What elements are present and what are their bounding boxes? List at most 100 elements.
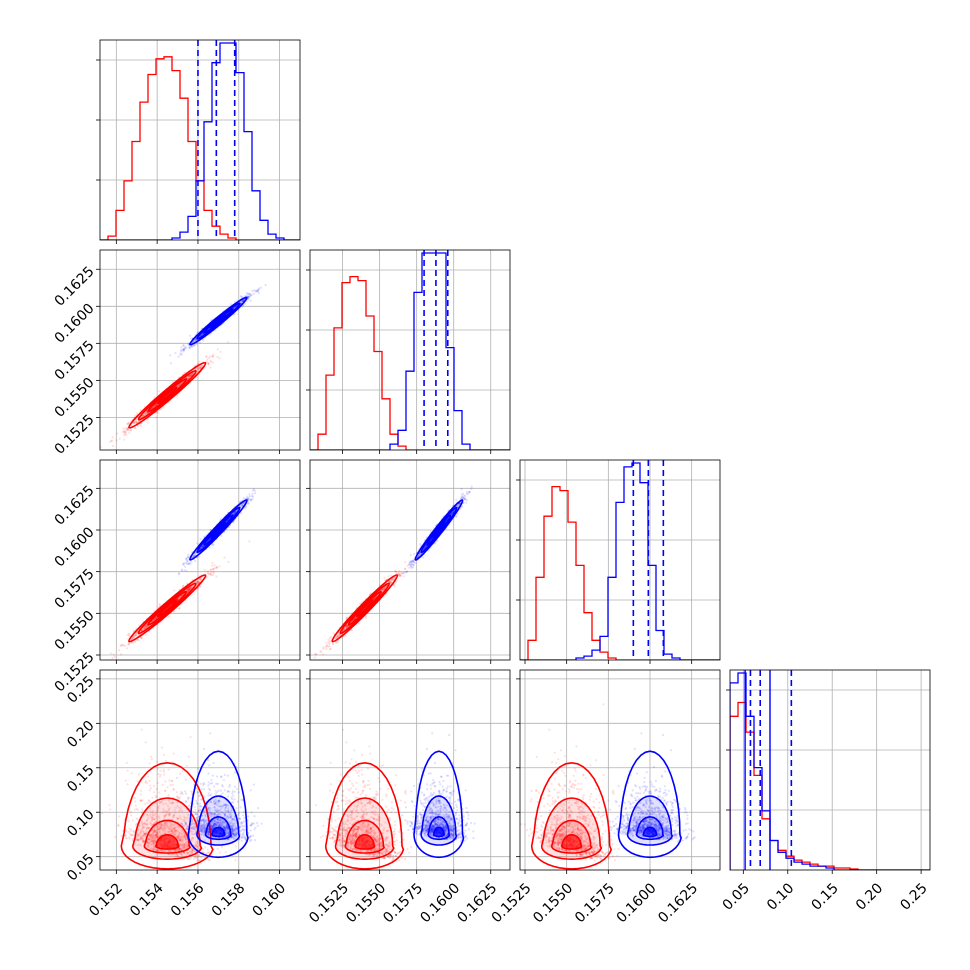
- sample-point: [180, 349, 183, 352]
- sample-point: [248, 540, 251, 543]
- sample-point: [184, 565, 187, 568]
- sample-point: [145, 625, 148, 628]
- sample-point: [187, 342, 190, 345]
- sample-point: [248, 292, 251, 295]
- sample-point: [124, 427, 127, 430]
- sample-point: [178, 383, 181, 387]
- sample-point: [137, 638, 140, 641]
- sample-point: [241, 300, 244, 303]
- sample-point: [100, 445, 102, 449]
- sample-point: [211, 355, 214, 358]
- sample-point: [223, 556, 226, 559]
- sample-point: [134, 634, 138, 637]
- sample-point: [123, 434, 126, 437]
- sample-point: [212, 567, 215, 570]
- sample-point: [212, 568, 215, 571]
- sample-point: [109, 652, 112, 655]
- sample-point: [213, 564, 216, 567]
- sample-point: [132, 636, 136, 640]
- sample-point: [196, 367, 199, 370]
- sample-point: [120, 643, 123, 646]
- contour-level: [128, 361, 207, 429]
- sample-point: [193, 344, 197, 347]
- sample-point: [131, 636, 134, 639]
- sample-point: [111, 656, 114, 660]
- sample-point: [227, 560, 230, 564]
- sample-point: [146, 421, 149, 424]
- sample-point: [189, 334, 192, 337]
- panel-2-0: [96, 459, 301, 664]
- sample-point: [126, 427, 129, 430]
- sample-point: [179, 383, 182, 386]
- sample-point: [157, 411, 160, 414]
- blue-histogram-1: [310, 252, 510, 450]
- panel-frame: [309, 249, 511, 451]
- sample-point: [189, 375, 192, 378]
- sample-point: [240, 300, 243, 303]
- sample-point: [208, 355, 212, 358]
- sample-point: [116, 432, 119, 435]
- sample-point: [197, 581, 200, 584]
- sample-point: [154, 616, 157, 620]
- sample-point: [249, 299, 252, 302]
- sample-point: [199, 341, 202, 344]
- sample-point: [183, 347, 186, 350]
- sample-point: [135, 420, 138, 423]
- sample-point: [129, 429, 132, 432]
- sample-point: [133, 636, 136, 639]
- sample-point: [180, 346, 183, 349]
- grid-lines: [100, 40, 300, 240]
- sample-point: [127, 428, 130, 432]
- sample-point: [120, 644, 123, 647]
- sample-point: [180, 569, 183, 572]
- sample-point: [188, 346, 191, 349]
- sample-point: [196, 331, 199, 334]
- sample-point: [205, 360, 208, 363]
- sample-point: [129, 429, 132, 432]
- sample-point: [169, 362, 173, 365]
- sample-point: [205, 355, 208, 358]
- sample-point: [211, 567, 214, 571]
- contour-level: [137, 369, 197, 421]
- sample-point: [187, 590, 190, 593]
- grid-lines: [100, 460, 300, 660]
- sample-point: [241, 504, 244, 507]
- sample-point: [128, 635, 131, 638]
- sample-point: [252, 292, 255, 295]
- sample-point: [189, 588, 192, 591]
- sample-point: [398, 569, 401, 573]
- sample-point: [126, 428, 129, 431]
- sample-point: [123, 429, 126, 432]
- sample-point: [174, 351, 177, 355]
- sample-point: [207, 363, 210, 366]
- sample-point: [206, 358, 209, 361]
- sample-point: [247, 292, 250, 295]
- sample-point: [135, 412, 138, 415]
- sample-point: [239, 295, 243, 298]
- sample-point: [258, 287, 261, 290]
- sample-point: [133, 422, 136, 425]
- sample-point: [127, 632, 130, 636]
- sample-point: [185, 346, 188, 349]
- sample-point: [251, 489, 254, 492]
- sample-point: [132, 629, 135, 632]
- sample-point: [199, 367, 202, 370]
- sample-point: [119, 644, 122, 647]
- blue-contours-1-0: [189, 296, 248, 346]
- sample-point: [213, 566, 217, 570]
- sample-point: [155, 616, 158, 620]
- sample-point: [241, 299, 244, 302]
- sample-point: [153, 404, 157, 407]
- sample-point: [196, 581, 199, 584]
- sample-point: [257, 292, 260, 295]
- sample-point: [127, 643, 130, 646]
- sample-point: [229, 303, 232, 306]
- sample-point: [177, 355, 180, 358]
- sample-point: [132, 422, 135, 425]
- sample-point: [206, 362, 210, 365]
- sample-point: [153, 618, 156, 621]
- sample-point: [126, 428, 129, 431]
- sample-point: [134, 640, 137, 643]
- sample-point: [208, 573, 211, 576]
- sample-point: [142, 413, 145, 416]
